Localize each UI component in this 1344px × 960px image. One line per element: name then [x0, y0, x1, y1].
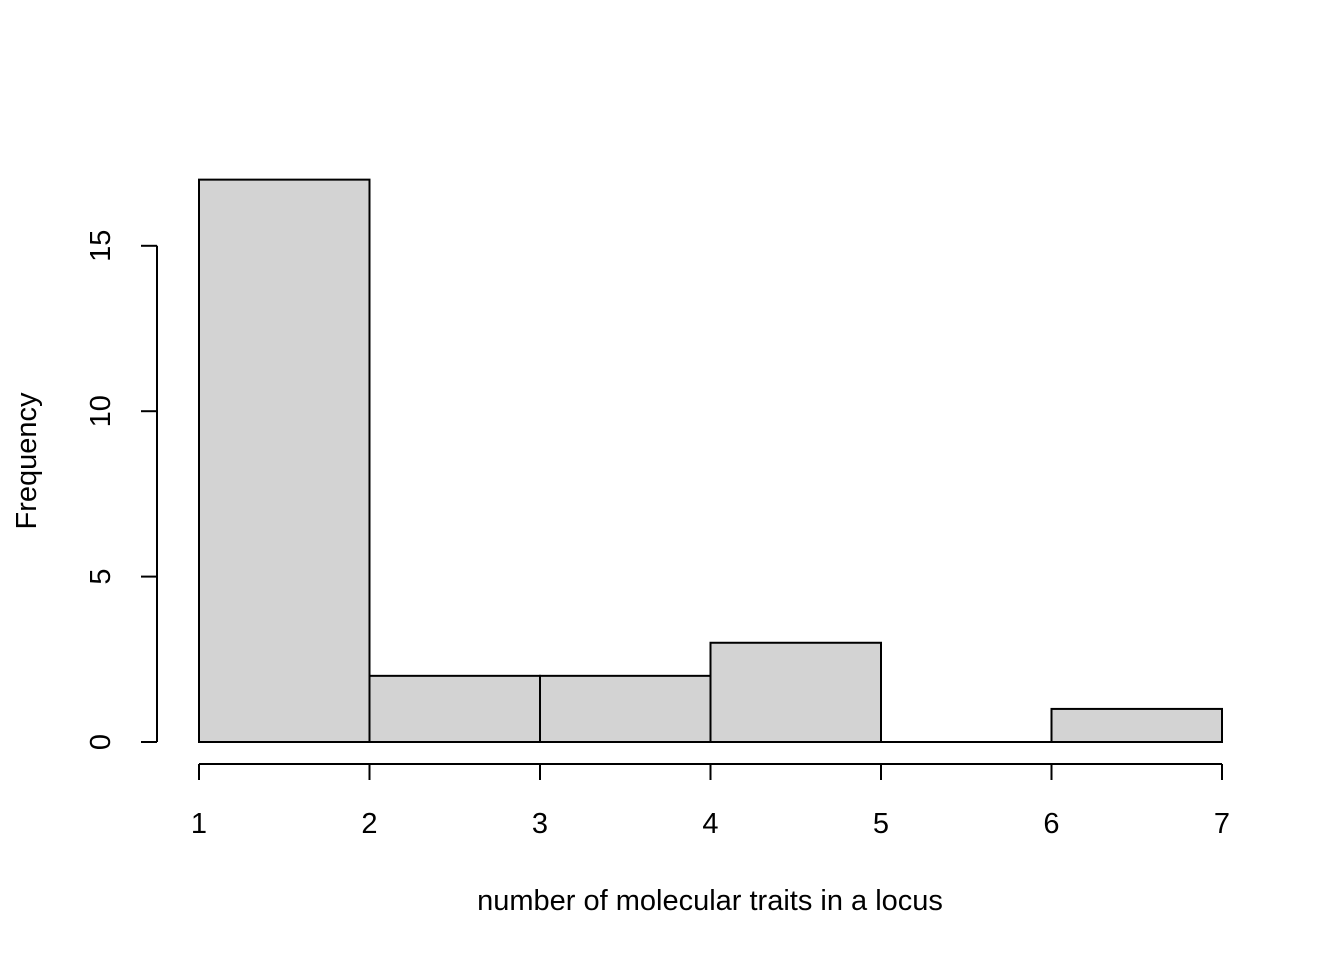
x-tick-label: 1 — [191, 808, 207, 840]
y-tick-label: 15 — [85, 230, 117, 262]
y-axis: 0 5 10 15 — [85, 230, 158, 750]
x-tick-label: 7 — [1214, 808, 1230, 840]
x-tick-label: 3 — [532, 808, 548, 840]
histogram-bar — [709, 641, 882, 744]
histogram-bar — [198, 178, 371, 743]
x-tick-label: 2 — [361, 808, 377, 840]
x-tick-label: 6 — [1043, 808, 1059, 840]
histogram-bars — [198, 178, 1223, 744]
y-tick-label: 10 — [85, 395, 117, 427]
x-axis: 1 2 3 4 5 6 7 — [191, 763, 1230, 840]
y-tick-label: 5 — [85, 569, 117, 585]
histogram-bar — [539, 674, 712, 744]
x-tick-label: 4 — [702, 808, 718, 840]
y-tick-label: 0 — [85, 734, 117, 750]
y-axis-label: Frequency — [11, 392, 43, 530]
histogram-bar — [1050, 707, 1223, 743]
x-axis-label: number of molecular traits in a locus — [477, 885, 943, 917]
x-tick-label: 5 — [873, 808, 889, 840]
histogram-bar — [368, 674, 541, 744]
